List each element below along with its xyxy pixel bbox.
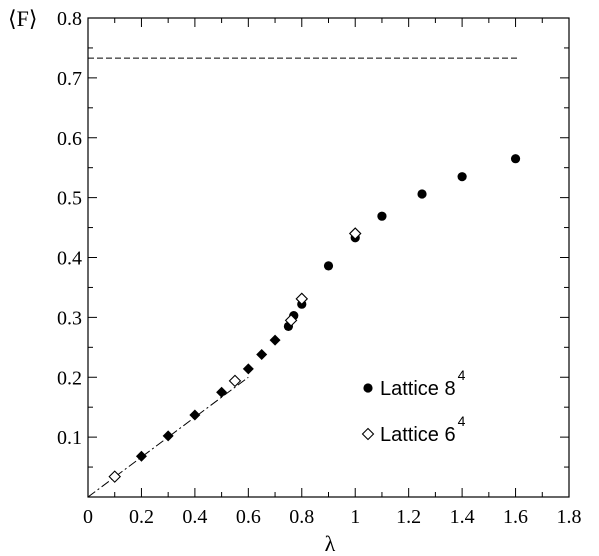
x-tick-label: 1.2 <box>396 506 421 528</box>
y-tick-label: 0.2 <box>57 367 82 389</box>
x-tick-label: 0.6 <box>236 506 261 528</box>
x-tick-label: 0 <box>83 506 93 528</box>
filled-circle-point <box>323 261 334 271</box>
x-tick-label: 1.8 <box>557 506 582 528</box>
filled-circle-point <box>510 154 521 164</box>
x-tick-label: 0.4 <box>182 506 207 528</box>
x-axis-label: λ <box>325 531 336 556</box>
open-diamond-point <box>348 227 362 240</box>
filled-diamond-point <box>269 334 281 346</box>
legend-filled-circle-marker <box>363 383 373 393</box>
legend-label: Lattice 6 <box>380 424 456 446</box>
data-markers <box>108 154 521 483</box>
open-diamond-point <box>284 314 298 327</box>
open-diamond-point <box>228 374 242 388</box>
tick-labels: 0 0.2 0.4 0.6 0.8 1 1.2 1.4 1.6 1.8 0.1 0.2 0.3 0.4 0.… <box>57 8 582 528</box>
x-tick-label: 0.8 <box>289 506 314 528</box>
legend-superscript: 4 <box>458 367 466 383</box>
y-tick-label: 0.3 <box>57 307 82 329</box>
x-tick-label: 1.4 <box>450 506 475 528</box>
x-tick-label: 0.2 <box>129 506 154 528</box>
legend-label: Lattice 8 <box>380 378 456 400</box>
y-axis-label: ⟨F⟩ <box>8 6 37 31</box>
open-diamond-point <box>108 470 121 483</box>
filled-diamond-point <box>162 430 174 442</box>
x-tick-label: 1.6 <box>503 506 528 528</box>
x-tick-label: 1 <box>350 506 360 528</box>
y-tick-label: 0.6 <box>57 128 82 150</box>
legend-superscript: 4 <box>458 413 466 429</box>
y-tick-label: 0.5 <box>57 188 82 210</box>
filled-diamond-point <box>256 348 268 360</box>
filled-diamond-point <box>135 450 147 462</box>
filled-circle-point <box>417 189 427 199</box>
filled-circle-point <box>377 211 387 221</box>
y-tick-label: 0.8 <box>57 8 82 30</box>
y-tick-label: 0.4 <box>57 248 82 270</box>
plot-frame <box>87 17 570 498</box>
filled-diamond-point <box>189 409 201 421</box>
legend-open-diamond-marker <box>361 427 375 441</box>
y-tick-label: 0.1 <box>57 427 82 449</box>
filled-circle-point <box>457 172 467 182</box>
filled-diamond-point <box>216 386 228 398</box>
y-tick-label: 0.7 <box>57 68 82 90</box>
open-diamond-point <box>295 292 309 306</box>
filled-diamond-point <box>242 363 254 375</box>
